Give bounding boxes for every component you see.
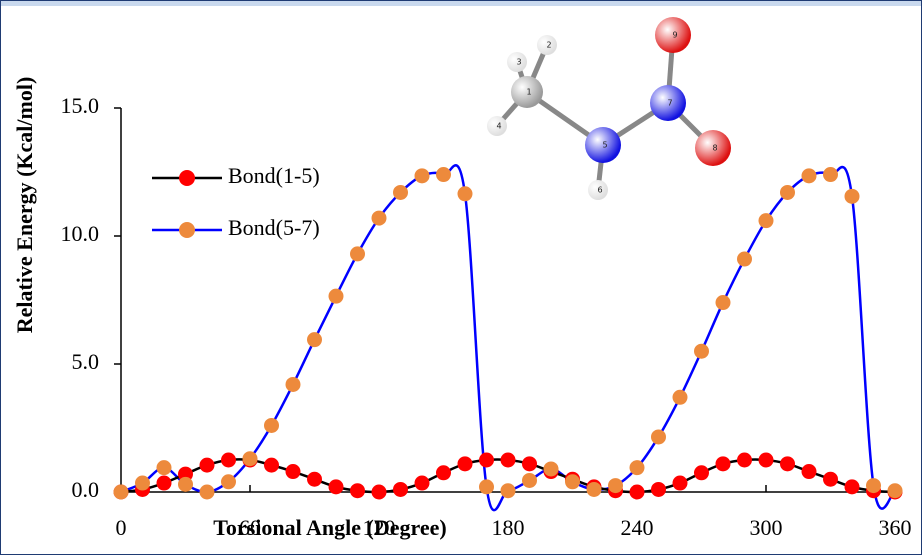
- data-point: [780, 456, 795, 471]
- data-point: [780, 185, 795, 200]
- legend-label: Bond(1-5): [228, 163, 320, 188]
- x-tick-label: 360: [879, 515, 912, 540]
- chart: 123456789 Torsional Angle (Degree) Relat…: [0, 0, 922, 555]
- data-point: [866, 478, 881, 493]
- data-point: [264, 458, 279, 473]
- data-point: [350, 246, 365, 261]
- data-point: [544, 461, 559, 476]
- data-point: [630, 485, 645, 500]
- atom-label: 6: [597, 186, 602, 195]
- data-point: [436, 167, 451, 182]
- data-point: [737, 453, 752, 468]
- data-point: [436, 465, 451, 480]
- page: {"chart_data":{"type":"line", "x_label":…: [0, 0, 922, 555]
- data-point: [307, 472, 322, 487]
- frame: [1, 1, 922, 555]
- data-point: [673, 476, 688, 491]
- x-tick-label: 180: [492, 515, 525, 540]
- x-tick-label: 60: [239, 515, 261, 540]
- data-point: [716, 295, 731, 310]
- data-point: [651, 482, 666, 497]
- top-strip: [1, 1, 921, 6]
- atom-label: 9: [672, 31, 677, 40]
- data-point: [372, 485, 387, 500]
- data-point: [845, 479, 860, 494]
- data-point: [114, 485, 129, 500]
- atom-label: 5: [602, 141, 607, 150]
- data-point: [501, 483, 516, 498]
- data-point: [135, 476, 150, 491]
- data-point: [157, 460, 172, 475]
- data-point: [802, 168, 817, 183]
- data-point: [694, 465, 709, 480]
- x-tick-label: 0: [116, 515, 127, 540]
- y-tick-label: 10.0: [61, 221, 100, 246]
- data-point: [157, 476, 172, 491]
- atom-label: 4: [496, 122, 501, 131]
- data-point: [845, 189, 860, 204]
- data-point: [479, 479, 494, 494]
- x-tick-label: 240: [621, 515, 654, 540]
- y-tick-label: 0.0: [72, 477, 100, 502]
- data-point: [802, 464, 817, 479]
- data-point: [329, 479, 344, 494]
- atom-label: 7: [667, 99, 672, 108]
- data-point: [458, 186, 473, 201]
- data-point: [479, 453, 494, 468]
- data-point: [888, 483, 903, 498]
- data-point: [221, 453, 236, 468]
- legend-marker: [179, 222, 195, 238]
- data-point: [608, 478, 623, 493]
- data-point: [372, 211, 387, 226]
- legend-label: Bond(5-7): [228, 215, 320, 240]
- atom-label: 3: [516, 58, 521, 67]
- data-point: [587, 482, 602, 497]
- data-point: [651, 429, 666, 444]
- data-point: [393, 482, 408, 497]
- data-point: [286, 377, 301, 392]
- data-point: [350, 483, 365, 498]
- data-point: [458, 456, 473, 471]
- legend-marker: [179, 170, 195, 186]
- data-point: [221, 474, 236, 489]
- y-tick-label: 15.0: [61, 93, 100, 118]
- data-point: [264, 418, 279, 433]
- data-point: [565, 474, 580, 489]
- data-point: [673, 390, 688, 405]
- data-point: [329, 289, 344, 304]
- atom-label: 8: [712, 144, 717, 153]
- atom-label: 2: [546, 41, 551, 50]
- x-tick-label: 300: [750, 515, 783, 540]
- atom-label: 1: [526, 88, 531, 97]
- data-point: [286, 464, 301, 479]
- data-point: [823, 167, 838, 182]
- data-point: [393, 185, 408, 200]
- data-point: [716, 456, 731, 471]
- data-point: [522, 456, 537, 471]
- y-tick-label: 5.0: [72, 349, 100, 374]
- data-point: [243, 451, 258, 466]
- data-point: [415, 168, 430, 183]
- data-point: [737, 252, 752, 267]
- data-point: [307, 332, 322, 347]
- data-point: [759, 213, 774, 228]
- data-point: [522, 473, 537, 488]
- data-point: [200, 485, 215, 500]
- data-point: [200, 458, 215, 473]
- y-axis-title: Relative Energy (Kcal/mol): [12, 77, 37, 334]
- data-point: [823, 472, 838, 487]
- data-point: [759, 453, 774, 468]
- x-tick-label: 120: [363, 515, 396, 540]
- data-point: [415, 476, 430, 491]
- data-point: [501, 453, 516, 468]
- data-point: [694, 344, 709, 359]
- data-point: [630, 460, 645, 475]
- data-point: [178, 477, 193, 492]
